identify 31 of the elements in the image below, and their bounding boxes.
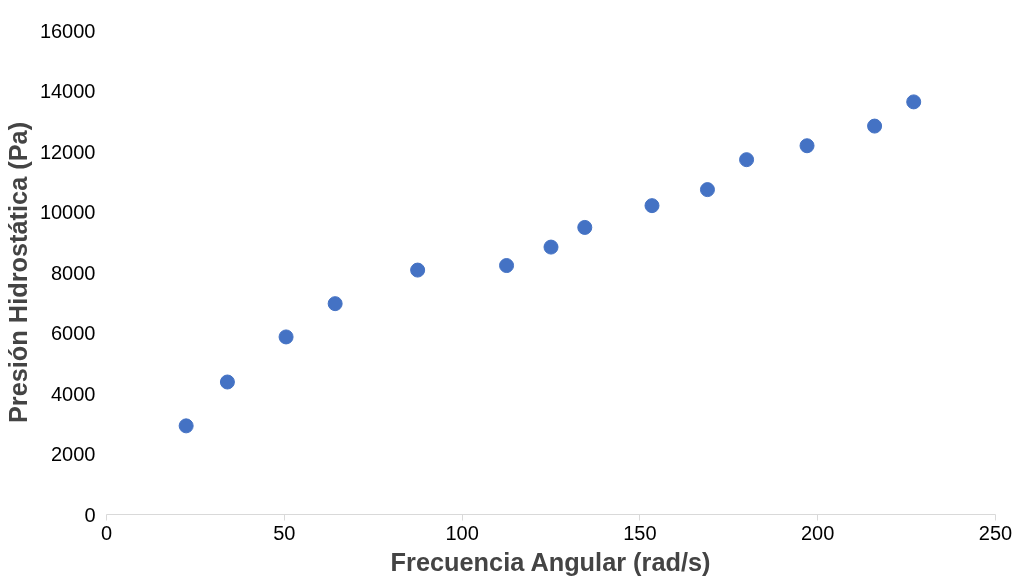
x-tick-label: 0 bbox=[100, 521, 113, 544]
x-tick-label: 150 bbox=[623, 521, 657, 544]
y-tick-label: 14000 bbox=[39, 80, 96, 102]
x-tick-label: 200 bbox=[801, 521, 835, 544]
x-tick-label: 100 bbox=[445, 521, 479, 544]
y-tick-label: 12000 bbox=[39, 140, 96, 163]
x-axis-title: Frecuencia Angular (rad/s) bbox=[390, 547, 711, 576]
y-tick-label: 0 bbox=[84, 503, 96, 526]
point bbox=[577, 219, 593, 235]
point bbox=[499, 258, 515, 274]
point bbox=[739, 152, 755, 168]
point bbox=[906, 94, 922, 110]
point bbox=[178, 418, 194, 434]
y-tick-label: 6000 bbox=[51, 322, 96, 344]
y-tick-label: 16000 bbox=[39, 19, 96, 42]
x-tick-label: 250 bbox=[978, 521, 1013, 544]
y-tick-label: 2000 bbox=[51, 443, 96, 465]
point bbox=[867, 118, 883, 134]
point bbox=[278, 329, 294, 345]
y-tick-label: 4000 bbox=[51, 382, 96, 405]
point bbox=[543, 239, 559, 255]
point bbox=[644, 198, 660, 214]
point bbox=[799, 138, 815, 154]
point bbox=[410, 262, 426, 278]
y-tick-label: 10000 bbox=[39, 201, 96, 223]
y-axis-title: Presión Hidrostática (Pa) bbox=[3, 121, 32, 424]
point bbox=[327, 296, 343, 312]
point bbox=[699, 182, 715, 198]
point bbox=[219, 374, 235, 390]
y-tick-label: 8000 bbox=[51, 261, 96, 284]
x-tick-label: 50 bbox=[273, 521, 296, 544]
